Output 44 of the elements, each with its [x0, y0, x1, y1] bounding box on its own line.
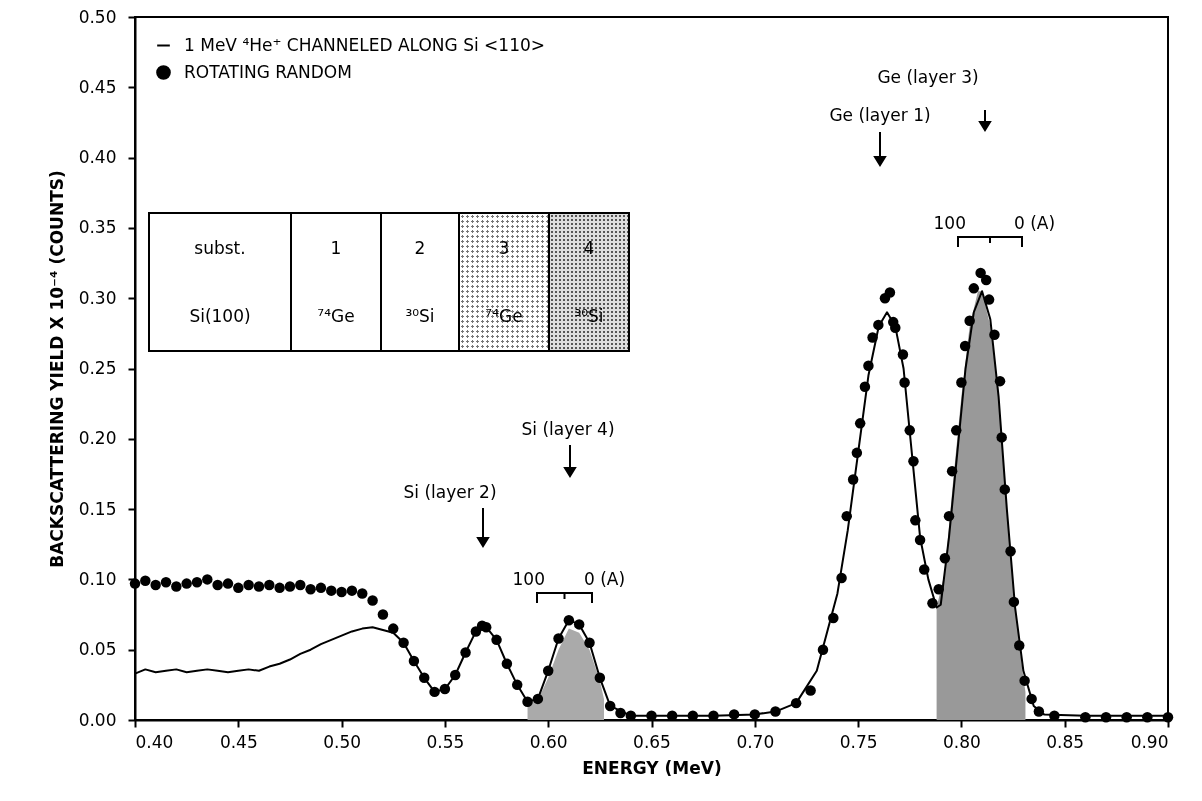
y-tick-label: 0.00	[78, 709, 117, 730]
x-tick-label: 0.90	[1130, 731, 1169, 752]
annotation: Si(100)	[189, 306, 251, 326]
annotation: 3	[498, 238, 510, 258]
x-tick-label: 0.50	[323, 731, 362, 752]
annotation: Si (layer 4)	[521, 419, 615, 439]
x-tick-label: 0.85	[1046, 731, 1085, 752]
x-axis-title: ENERGY (MeV)	[582, 757, 722, 778]
annotation: ³⁰Si	[574, 306, 604, 326]
annotation: Ge (layer 1)	[829, 105, 931, 125]
y-tick-label: 0.45	[78, 76, 117, 97]
y-tick-label: 0.50	[78, 6, 117, 27]
annotation: ⁷⁴Ge	[485, 306, 523, 326]
legend-label: ROTATING RANDOM	[184, 61, 352, 82]
x-tick-label: 0.55	[426, 731, 465, 752]
x-tick-label: 0.45	[219, 731, 258, 752]
annotation: ⁷⁴Ge	[317, 306, 355, 326]
annotation: 4	[583, 238, 595, 258]
annotation: 1	[330, 238, 342, 258]
y-tick-label: 0.05	[78, 639, 117, 660]
annotation: ³⁰Si	[405, 306, 435, 326]
x-tick-label: 0.75	[839, 731, 878, 752]
legend-label: 1 MeV ⁴He⁺ CHANNELED ALONG Si <110>	[184, 34, 546, 55]
x-tick-label: 0.70	[736, 731, 775, 752]
y-tick-label: 0.25	[78, 358, 117, 378]
y-tick-label: 0.15	[78, 498, 117, 519]
annotation: Si (layer 2)	[403, 482, 497, 502]
y-tick-label: 0.10	[78, 568, 117, 589]
annotation: 0 (A)	[1014, 213, 1056, 233]
y-tick-label: 0.40	[78, 147, 117, 168]
annotation: 100	[512, 569, 545, 589]
y-tick-label: 0.20	[78, 428, 117, 449]
x-tick-label: 0.60	[529, 731, 568, 752]
annotation: 2	[414, 238, 426, 258]
annotation: 0 (A)	[584, 569, 626, 589]
y-axis-title: BACKSCATTERING YIELD X 10⁻⁴ (COUNTS)	[46, 170, 67, 568]
x-tick-label: 0.80	[942, 731, 981, 752]
x-tick-label: 0.65	[633, 731, 671, 752]
x-tick-label: 0.40	[135, 731, 174, 752]
annotation: subst.	[194, 238, 246, 258]
y-tick-label: 0.30	[78, 287, 117, 308]
annotation: Ge (layer 3)	[877, 67, 979, 87]
y-tick-label: 0.35	[78, 217, 117, 238]
annotation: 100	[933, 213, 966, 233]
